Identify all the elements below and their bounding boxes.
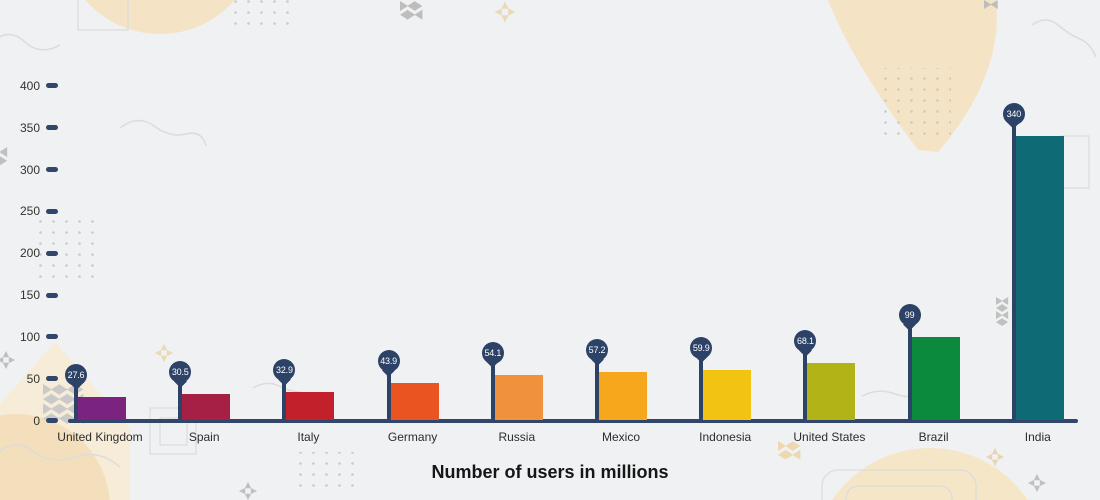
decor-triangle-cluster-top	[400, 1, 423, 20]
bar-india	[1015, 135, 1064, 420]
value-pin: 54.1	[481, 341, 504, 364]
bar-germany	[390, 383, 439, 420]
decor-circle-top-left	[85, 0, 235, 34]
decor-dot-grid-top	[225, 0, 295, 30]
y-tick-label: 400	[19, 78, 40, 93]
decor-sparkle-beige-right	[985, 447, 1005, 467]
pin-stem	[74, 374, 78, 420]
x-axis-label: United Kingdom	[57, 430, 143, 444]
bar-italy	[286, 392, 335, 420]
decor-sparkle-beige-top	[494, 1, 516, 23]
y-tick-label: 250	[19, 204, 40, 219]
y-tick-label: 350	[19, 120, 40, 135]
y-tick-mark	[46, 208, 58, 214]
x-axis-label: United States	[793, 430, 866, 444]
decor-triangle-cluster-top-right	[984, 0, 998, 9]
pin-stem	[282, 370, 287, 420]
x-axis-label: Brazil	[918, 430, 949, 444]
value-pin: 43.9	[377, 350, 400, 373]
value-pin: 57.2	[586, 339, 608, 362]
pin-stem	[1011, 113, 1016, 420]
y-tick-mark	[46, 125, 58, 131]
x-axis-label: Indonesia	[699, 430, 752, 444]
decor-square-outlines	[77, 0, 1090, 500]
y-tick-label: 0	[33, 413, 40, 428]
decor-triangle-cluster-edge	[0, 147, 8, 166]
y-tick-mark	[46, 83, 58, 89]
pin-stem	[907, 315, 912, 420]
x-axis-label: Mexico	[601, 430, 640, 444]
y-tick-mark	[46, 376, 58, 382]
y-tick-label: 100	[19, 329, 40, 344]
bar-russia	[494, 374, 543, 420]
decor-circle-bottom-left	[0, 414, 110, 500]
x-axis-label: Russia	[498, 430, 536, 444]
decor-dot-grid-left	[30, 215, 102, 281]
y-tick-mark	[46, 250, 58, 256]
y-tick-mark	[46, 292, 58, 298]
bar-spain	[182, 394, 231, 420]
bar-united-states	[807, 363, 856, 420]
y-tick-label: 50	[26, 371, 40, 386]
decor-triangle-cluster-beige	[778, 441, 801, 460]
bar-mexico	[599, 372, 647, 420]
pin-stem	[803, 341, 808, 420]
x-axis-label: India	[1024, 430, 1051, 444]
x-axis-label: Germany	[387, 430, 438, 444]
value-pin: 59.9	[690, 336, 713, 359]
decor-sparkle-gray-bottom	[238, 481, 258, 500]
value-pin: 30.5	[169, 361, 192, 384]
value-pin: 99	[898, 304, 921, 327]
y-tick-mark	[46, 167, 58, 173]
decor-dot-grid-bottom	[293, 452, 357, 494]
value-pin: 32.9	[273, 359, 296, 382]
pin-stem	[386, 361, 391, 420]
y-tick-label: 300	[19, 162, 40, 177]
decor-triangle-cluster-right	[996, 297, 1009, 327]
x-axis-label: Italy	[297, 430, 320, 444]
chart-title: Number of users in millions	[431, 462, 669, 482]
y-tick-mark	[46, 418, 58, 423]
value-pin: 27.6	[65, 363, 87, 386]
bar-indonesia	[703, 369, 752, 420]
decor-sparkle-gray-left	[0, 350, 16, 370]
pin-stem	[699, 347, 704, 420]
pin-stem	[490, 352, 495, 420]
decor-sparkle-beige-left	[154, 343, 174, 363]
x-axis-line	[68, 419, 1078, 423]
y-tick-label: 150	[19, 288, 40, 303]
bar-united-kingdom	[78, 396, 126, 420]
pin-stem	[178, 372, 183, 420]
y-tick-label: 200	[19, 246, 40, 261]
decor-dot-grid-right	[877, 68, 951, 138]
pin-stem	[595, 350, 599, 420]
x-axis-label: Spain	[188, 430, 220, 444]
y-tick-mark	[46, 334, 58, 340]
decor-sparkle-gray-bottom-right	[1027, 473, 1047, 493]
decor-circle-bottom-right	[832, 448, 1028, 500]
bar-brazil	[911, 337, 960, 420]
value-pin: 68.1	[794, 330, 817, 353]
value-pin: 340	[1002, 102, 1025, 125]
